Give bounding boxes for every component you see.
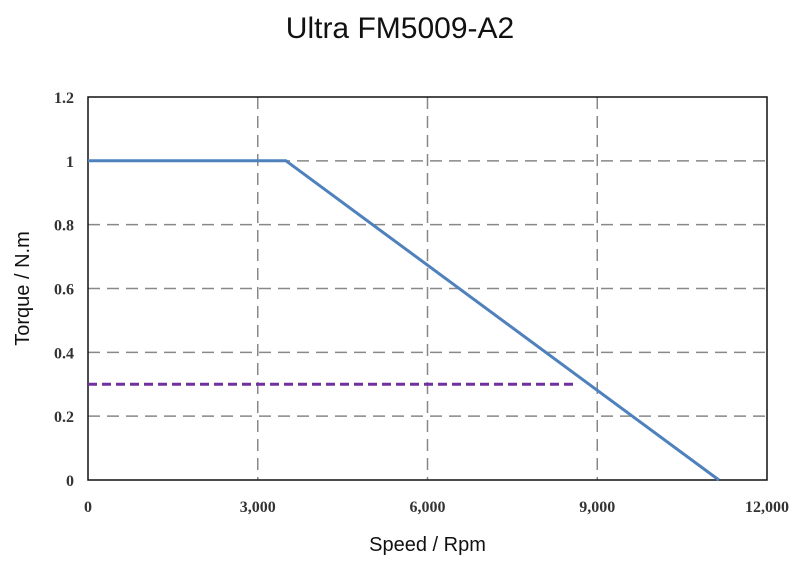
x-axis-label: Speed / Rpm	[369, 534, 486, 556]
y-tick-label: 0.8	[54, 218, 74, 235]
x-tick-label: 12,000	[745, 499, 789, 516]
grid-layer	[88, 97, 767, 480]
y-tick-labels: 0 0.2 0.4 0.6 0.8 1 1.2	[54, 90, 74, 490]
x-tick-label: 6,000	[410, 499, 446, 516]
y-tick-label: 0.6	[54, 282, 74, 299]
x-tick-labels: 0 3,000 6,000 9,000 12,000	[84, 499, 789, 516]
chart-title: Ultra FM5009-A2	[285, 12, 515, 45]
plot-frame	[87, 96, 768, 481]
y-tick-label: 0	[66, 473, 74, 490]
y-tick-label: 0.4	[54, 345, 74, 362]
x-tick-label: 0	[84, 499, 92, 516]
x-tick-label: 9,000	[579, 499, 615, 516]
series-line-1	[88, 159, 720, 482]
x-tick-label: 3,000	[240, 499, 276, 516]
y-tick-label: 1	[66, 154, 74, 171]
series-layer	[88, 159, 720, 482]
y-axis-label: Torque / N.m	[12, 231, 34, 345]
y-tick-label: 0.2	[54, 409, 74, 426]
y-tick-label: 1.2	[54, 90, 74, 107]
